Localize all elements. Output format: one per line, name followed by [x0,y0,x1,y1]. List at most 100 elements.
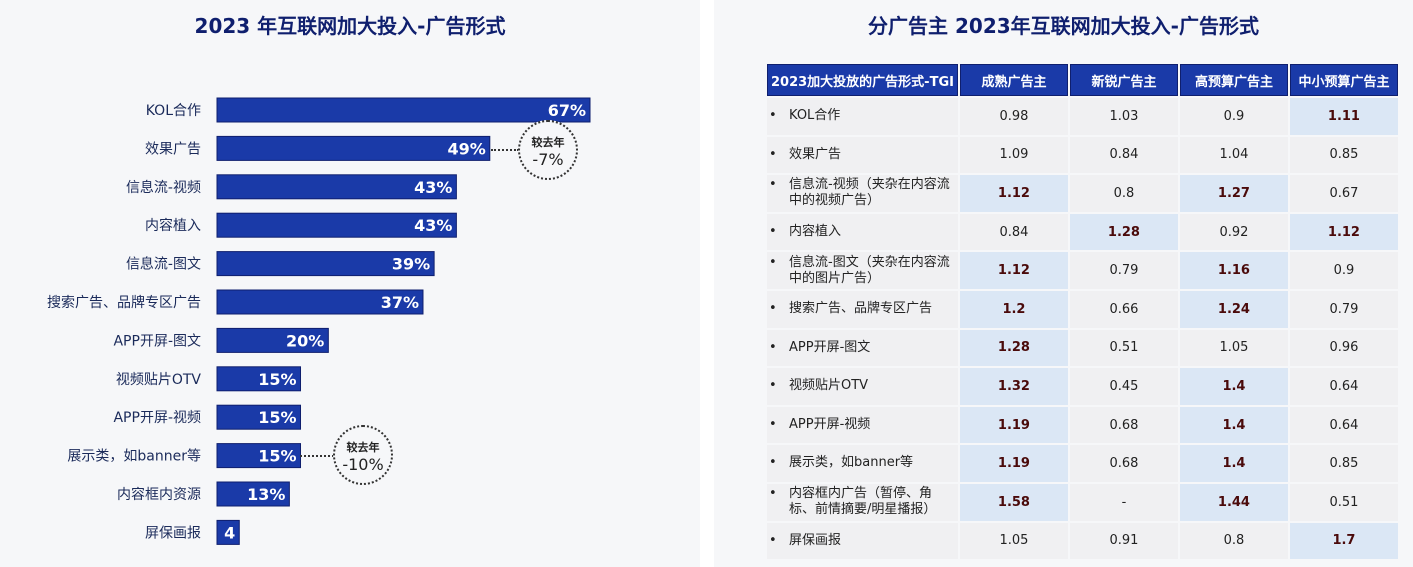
tgi-cell: 1.28 [1069,213,1178,251]
tgi-cell: 1.4 [1179,406,1288,444]
tgi-cell: 0.45 [1069,368,1178,405]
row-label: • APP开屏-图文 [767,329,958,367]
row-label-text: 内容框内广告（暂停、角标、前情摘要/明星播报） [789,486,937,518]
column-header: 成熟广告主 [959,64,1068,96]
row-label: • KOL合作 [767,98,958,135]
data-label: 15% [258,370,296,389]
bullet-icon: • [769,416,777,432]
callout-connector [491,149,519,151]
data-label: 4 [224,523,235,542]
callout-value: -10% [342,455,384,474]
tgi-cell: 0.85 [1289,136,1398,174]
tgi-cell: 1.12 [1289,213,1398,251]
bullet-icon: • [769,486,777,502]
tgi-cell: 0.51 [1289,483,1398,521]
tgi-cell: 0.92 [1179,213,1288,251]
row-label: • 展示类，如banner等 [767,445,958,482]
tgi-cell: 0.91 [1069,522,1178,560]
tgi-cell: 0.98 [959,98,1068,135]
callout-effect-ads: 较去年 -7% [518,120,578,180]
tgi-cell: 1.32 [959,368,1068,405]
data-label: 37% [381,293,419,312]
row-label: • 搜索广告、品牌专区广告 [767,290,958,328]
tgi-cell: 0.8 [1179,522,1288,560]
row-label-text: 视频贴片OTV [789,378,869,394]
tgi-cell: 1.27 [1179,175,1288,212]
category-label: 展示类，如banner等 [67,448,201,465]
tgi-cell: 1.05 [959,522,1068,560]
callout-display-ads: 较去年 -10% [333,425,393,485]
row-label-text: 内容植入 [789,223,842,239]
row-label: • 信息流-图文（夹杂在内容流中的图片广告） [767,252,958,289]
table-row: • 内容框内广告（暂停、角标、前情摘要/明星播报） 1.58-1.44 0.51 [767,483,1398,521]
bullet-icon: • [769,177,777,193]
bullet-icon: • [769,378,777,394]
tgi-cell: 0.66 [1069,290,1178,328]
row-label-text: 展示类，如banner等 [789,455,914,471]
tgi-cell: 1.4 [1179,445,1288,482]
tgi-cell: 1.16 [1179,252,1288,289]
tgi-cell: 1.12 [959,175,1068,212]
data-label: 13% [247,485,285,504]
bullet-icon: • [769,254,777,270]
row-label-text: 屏保画报 [789,532,842,548]
tgi-cell: 0.96 [1289,329,1398,367]
tgi-cell: 1.04 [1179,136,1288,174]
bar-chart-panel: 2023 年互联网加大投入-广告形式 KOL合作 67% 效果广告 49% 信息流-视频… [0,0,700,567]
tgi-cell: - [1069,483,1178,521]
row-label: • APP开屏-视频 [767,406,958,444]
data-label: 15% [258,447,296,466]
row-label-text: APP开屏-视频 [789,416,871,432]
row-label: • 内容植入 [767,213,958,251]
tgi-cell: 1.4 [1179,368,1288,405]
category-label: 内容框内资源 [117,486,201,503]
tgi-cell: 1.12 [959,252,1068,289]
table-row: • 信息流-图文（夹杂在内容流中的图片广告） 1.12 0.79 1.16 0.9 [767,252,1398,289]
row-label: • 屏保画报 [767,522,958,560]
tgi-cell: 0.79 [1289,290,1398,328]
data-label: 20% [286,331,324,350]
table-row: • 展示类，如banner等 1.19 0.68 1.4 0.85 [767,445,1398,482]
tgi-cell: 1.24 [1179,290,1288,328]
tgi-cell: 0.8 [1069,175,1178,212]
bar [216,404,302,430]
tgi-cell: 1.19 [959,445,1068,482]
category-label: 搜索广告、品牌专区广告 [47,294,201,311]
category-label: 信息流-图文 [126,256,201,273]
tgi-cell: 1.44 [1179,483,1288,521]
tgi-cell: 1.05 [1179,329,1288,367]
tgi-cell: 0.68 [1069,406,1178,444]
tgi-cell: 1.19 [959,406,1068,444]
category-label: APP开屏-图文 [113,333,201,349]
category-label: 信息流-视频 [126,179,201,196]
tgi-cell: 1.28 [959,329,1068,367]
callout-label: 较去年 [531,136,565,149]
row-label-text: APP开屏-图文 [789,339,871,355]
bar [216,174,457,200]
bar [216,212,457,238]
chart-title: 2023 年互联网加大投入-广告形式 [194,14,506,38]
table-row: • 内容植入 0.84 1.28 0.92 1.12 [767,213,1398,251]
row-label-text: 搜索广告、品牌专区广告 [789,301,933,317]
tgi-table: 2023加大投放的广告形式-TGI 成熟广告主 新锐广告主 高预算广告主 中小预算广告主… [765,62,1400,561]
tgi-cell: 0.51 [1069,329,1178,367]
table-row: • 效果广告 1.09 0.84 1.04 0.85 [767,136,1398,174]
data-label: 39% [392,255,430,274]
row-label-text: KOL合作 [789,108,841,124]
tgi-cell: 0.79 [1069,252,1178,289]
row-label: • 视频贴片OTV [767,368,958,405]
table-row: • 屏保画报 1.05 0.91 0.8 1.7 [767,522,1398,560]
data-label: 15% [258,408,296,427]
column-header: 中小预算广告主 [1289,64,1398,96]
table-row: • KOL合作 0.98 1.03 0.9 1.11 [767,98,1398,135]
category-label: 屏保画报 [145,525,201,541]
tgi-cell: 1.03 [1069,98,1178,135]
tgi-cell: 0.68 [1069,445,1178,482]
tgi-cell: 0.9 [1289,252,1398,289]
bar [216,481,290,507]
bar [216,443,302,469]
tgi-cell: 0.64 [1289,406,1398,444]
tgi-cell: 0.9 [1179,98,1288,135]
data-label: 49% [447,139,485,158]
column-header: 新锐广告主 [1069,64,1178,96]
